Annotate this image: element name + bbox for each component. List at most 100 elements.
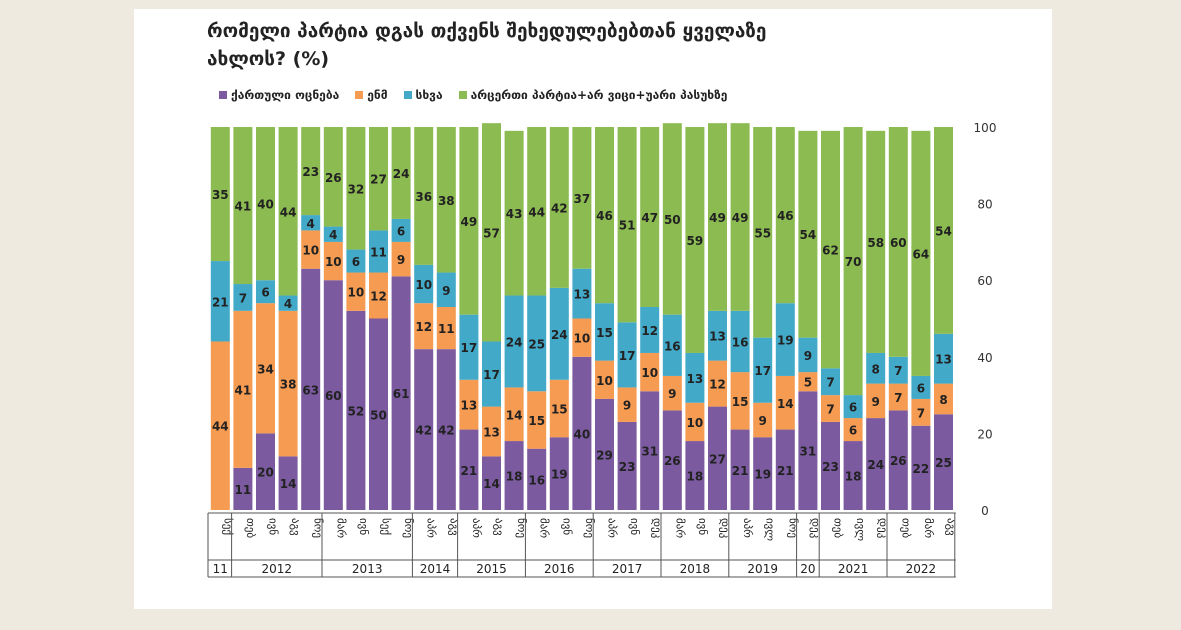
bar-segment-1 bbox=[301, 268, 321, 510]
x-tick-label: ნოე bbox=[583, 518, 596, 538]
bar-segment-3 bbox=[843, 395, 863, 419]
bar-segment-2 bbox=[256, 303, 275, 434]
year-label: 2019 bbox=[747, 562, 778, 576]
x-tick-label: დეკ bbox=[651, 518, 664, 539]
legend-label: არცერთი პარტია+არ ვიცი+უარი პასუხზე bbox=[470, 88, 728, 102]
legend-item-none: არცერთი პარტია+არ ვიცი+უარი პასუხზე bbox=[458, 88, 728, 102]
data-label: 12 bbox=[370, 290, 387, 304]
bar-segment-4 bbox=[798, 130, 818, 338]
bar-segment-3 bbox=[708, 310, 727, 361]
x-tick-label: ივლ bbox=[854, 518, 867, 541]
data-label: 7 bbox=[894, 391, 902, 405]
year-label: 2015 bbox=[476, 562, 507, 576]
bar-segment-3 bbox=[888, 356, 908, 384]
year-label: 11 bbox=[213, 562, 228, 576]
x-tick-label: თებ bbox=[244, 518, 257, 538]
x-tick-label: აგვ bbox=[289, 518, 302, 536]
data-label: 55 bbox=[754, 226, 771, 240]
x-tick-label: თებ bbox=[899, 518, 912, 538]
bar-segment-1 bbox=[866, 418, 886, 510]
data-label: 20 bbox=[257, 466, 274, 480]
data-label: 46 bbox=[596, 209, 613, 223]
data-label: 9 bbox=[397, 253, 405, 267]
bar-segment-4 bbox=[527, 127, 547, 296]
data-label: 9 bbox=[668, 387, 676, 401]
data-label: 14 bbox=[777, 397, 794, 411]
data-label: 24 bbox=[506, 335, 523, 349]
bar-segment-3 bbox=[662, 314, 682, 376]
bar-segment-4 bbox=[504, 130, 524, 296]
data-label: 11 bbox=[370, 245, 387, 259]
bar-segment-2 bbox=[549, 379, 569, 438]
data-label: 16 bbox=[664, 339, 681, 353]
year-label: 2021 bbox=[838, 562, 869, 576]
data-label: 25 bbox=[935, 456, 952, 470]
x-tick-label: მარ bbox=[538, 518, 551, 538]
data-label: 7 bbox=[239, 291, 247, 305]
bar-segment-4 bbox=[662, 123, 682, 315]
bar-segment-3 bbox=[798, 337, 818, 373]
x-tick-label: სექ bbox=[380, 518, 393, 535]
bar-segment-4 bbox=[640, 127, 660, 308]
data-label: 50 bbox=[370, 408, 387, 422]
bar-segment-4 bbox=[775, 127, 795, 304]
bar-segment-1 bbox=[708, 406, 727, 510]
data-label: 6 bbox=[849, 401, 857, 415]
data-label: 15 bbox=[528, 414, 545, 428]
x-tick-label: ნოე bbox=[515, 518, 528, 538]
data-label: 8 bbox=[872, 362, 880, 376]
bar-segment-2 bbox=[888, 383, 908, 411]
data-label: 9 bbox=[442, 284, 450, 298]
data-label: 49 bbox=[709, 211, 726, 225]
bar-segment-1 bbox=[549, 437, 569, 510]
data-label: 7 bbox=[826, 403, 834, 417]
data-label: 47 bbox=[641, 211, 658, 225]
bar-segment-4 bbox=[685, 127, 705, 353]
bar-segment-3 bbox=[369, 230, 388, 273]
bar-segment-3 bbox=[753, 337, 773, 403]
data-label: 27 bbox=[370, 173, 387, 187]
data-label: 29 bbox=[596, 448, 613, 462]
bar-segment-1 bbox=[753, 437, 773, 510]
legend-swatch bbox=[355, 91, 364, 99]
bar-segment-2 bbox=[640, 352, 660, 392]
legend-label: ენმ bbox=[367, 88, 388, 102]
data-label: 13 bbox=[461, 399, 478, 413]
data-label: 44 bbox=[528, 205, 545, 219]
bar-segment-2 bbox=[436, 307, 456, 350]
data-label: 54 bbox=[935, 224, 952, 238]
bar-segment-3 bbox=[617, 322, 637, 388]
data-label: 59 bbox=[687, 234, 704, 248]
bar-segment-1 bbox=[911, 425, 931, 510]
bar-segment-4 bbox=[730, 123, 750, 311]
data-label: 12 bbox=[709, 378, 726, 392]
data-label: 14 bbox=[280, 477, 297, 491]
data-label: 9 bbox=[623, 399, 631, 413]
data-label: 36 bbox=[415, 190, 432, 204]
legend-swatch bbox=[219, 91, 227, 99]
bar-segment-4 bbox=[888, 127, 908, 357]
bar-segment-4 bbox=[233, 127, 253, 285]
data-label: 23 bbox=[619, 460, 636, 474]
bar-segment-1 bbox=[572, 356, 592, 510]
chart-title-line-1: რომელი პარტია დგას თქვენს შეხედულებებთან… bbox=[207, 20, 767, 42]
bar-segment-4 bbox=[459, 127, 479, 315]
legend-swatch bbox=[403, 91, 412, 99]
data-label: 50 bbox=[664, 213, 681, 227]
data-label: 6 bbox=[397, 224, 405, 238]
data-label: 10 bbox=[574, 332, 591, 346]
bar-segment-4 bbox=[866, 130, 886, 353]
data-label: 58 bbox=[867, 236, 884, 250]
x-tick-label: მარ bbox=[673, 518, 686, 538]
bar-segment-2 bbox=[391, 241, 411, 277]
data-label: 31 bbox=[641, 445, 658, 459]
data-label: 13 bbox=[483, 425, 500, 439]
bar-segment-1 bbox=[843, 441, 863, 510]
x-tick-label: ივნ bbox=[696, 518, 709, 535]
data-label: 19 bbox=[551, 468, 568, 482]
data-label: 49 bbox=[461, 215, 478, 229]
data-label: 13 bbox=[687, 372, 704, 386]
data-label: 41 bbox=[235, 200, 252, 214]
bar-segment-4 bbox=[934, 127, 953, 334]
x-tick-label: მარ bbox=[334, 518, 347, 538]
